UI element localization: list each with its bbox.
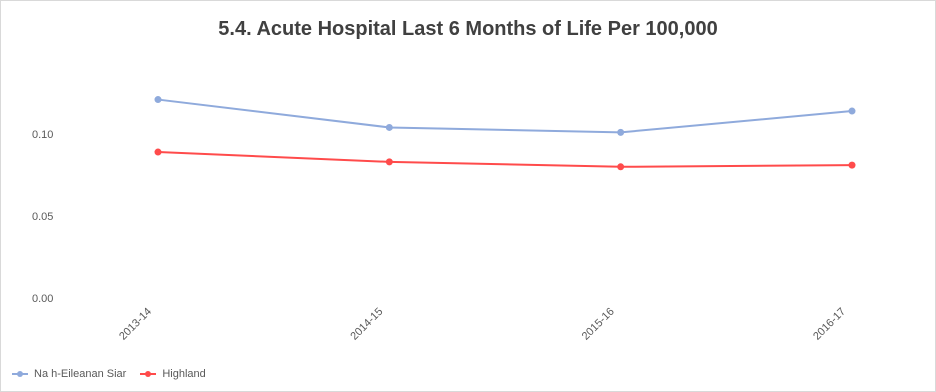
data-point-series-1-3 — [848, 107, 856, 115]
data-point-series-1-0 — [154, 96, 162, 104]
x-tick-label-1: 2014-15 — [348, 306, 385, 343]
data-point-series-2-1 — [385, 158, 393, 166]
series-line-1 — [157, 98, 853, 134]
legend-label-series-1: Na h-Eileanan Siar — [34, 368, 127, 380]
data-point-series-1-1 — [385, 123, 393, 131]
x-tick-label-2: 2015-16 — [580, 306, 617, 343]
legend-item-series-1[interactable]: Na h-Eileanan Siar — [12, 368, 126, 380]
legend-swatch-series-2 — [140, 369, 157, 379]
x-tick-label-3: 2016-17 — [811, 306, 848, 343]
legend-swatch-series-1 — [12, 369, 28, 379]
legend-label-series-2: Highland — [162, 368, 206, 380]
series-line-2 — [157, 151, 853, 168]
chart-title: 5.4. Acute Hospital Last 6 Months of Lif… — [218, 18, 718, 40]
legend-marker-series-1 — [17, 371, 23, 377]
data-point-series-1-2 — [617, 128, 625, 136]
x-tick-label-0: 2013-14 — [117, 306, 154, 343]
chart-legend: Na h-Eileanan Siar Highland — [12, 368, 206, 380]
y-tick-label-0: 0.00 — [32, 293, 53, 305]
legend-marker-series-2 — [145, 371, 152, 377]
y-tick-label-1: 0.05 — [32, 211, 53, 223]
legend-item-series-2[interactable]: Highland — [140, 368, 206, 380]
data-point-series-2-2 — [617, 163, 625, 171]
y-tick-label-2: 0.10 — [32, 129, 53, 141]
data-point-series-2-3 — [848, 161, 856, 169]
data-point-series-2-0 — [154, 148, 162, 156]
